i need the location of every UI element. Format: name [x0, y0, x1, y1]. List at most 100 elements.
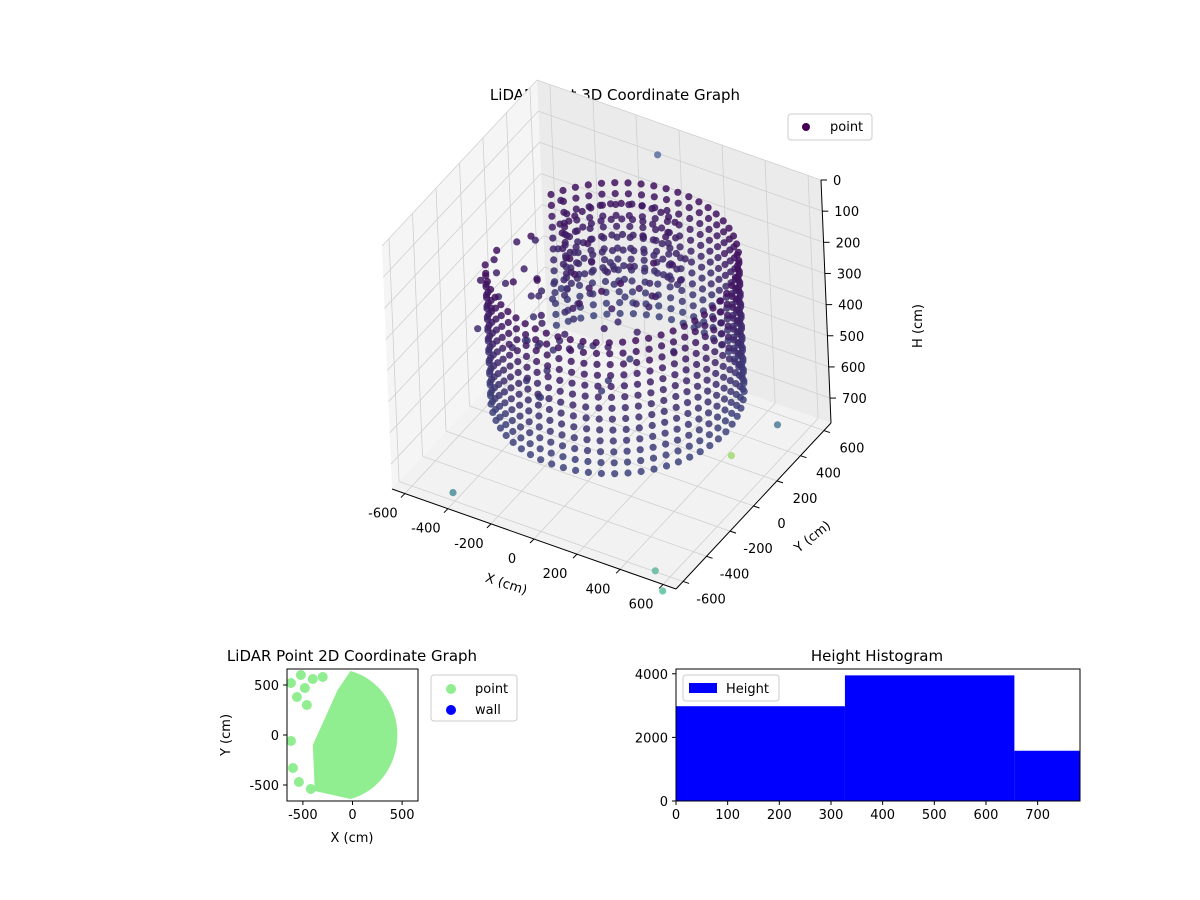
- point-3d: [506, 351, 514, 359]
- point-3d: [689, 291, 697, 299]
- point-3d: [649, 432, 657, 440]
- point-3d: [633, 369, 641, 377]
- point-3d: [669, 338, 678, 346]
- point-3d: [483, 277, 491, 286]
- point-3d: [555, 365, 563, 374]
- point-3d: [720, 373, 728, 381]
- point-3d: [681, 344, 689, 352]
- point-3d: [709, 315, 718, 323]
- point-3d: [491, 293, 499, 301]
- point-3d: [596, 201, 604, 209]
- point-3d: [561, 308, 569, 316]
- point-3d: [623, 447, 631, 455]
- point-3d: [673, 414, 681, 422]
- point-3d: [501, 279, 510, 287]
- point-3d: [616, 309, 624, 318]
- point-3d: [718, 330, 726, 338]
- point-3d: [583, 425, 591, 433]
- histogram-ticks: 0 100 200 300 400 500 600 700 0 2000 4000: [635, 668, 1050, 823]
- point-3d: [662, 451, 670, 459]
- y-tick: [682, 580, 690, 584]
- point-3d: [593, 371, 602, 379]
- point-3d: [552, 321, 561, 329]
- point-3d: [559, 245, 567, 253]
- point-3d: [619, 246, 627, 254]
- point-3d: [658, 342, 666, 350]
- point-3d: [598, 248, 606, 256]
- point-3d: [569, 401, 577, 409]
- h-tick-label: 0: [833, 174, 841, 189]
- point-3d: [646, 378, 655, 386]
- y-tick-label: -500: [249, 779, 279, 794]
- point-3d: [720, 228, 728, 236]
- point-3d: [652, 226, 660, 234]
- grid-line-y: [445, 430, 731, 532]
- point-3d: [556, 376, 564, 384]
- point-3d: [692, 349, 700, 358]
- point-3d: [734, 265, 742, 273]
- point-3d: [724, 333, 733, 341]
- point-3d: [733, 401, 741, 409]
- y-tick: [776, 480, 784, 484]
- point-3d: [650, 251, 658, 259]
- point-3d: [505, 329, 513, 337]
- point-3d: [682, 366, 690, 374]
- point-3d: [730, 325, 738, 333]
- point-3d: [655, 313, 663, 321]
- point-3d: [704, 409, 713, 417]
- point-3d: [559, 186, 567, 195]
- point-3d: [617, 279, 625, 288]
- point-3d: [640, 256, 648, 264]
- x-tick: [658, 584, 664, 589]
- point-3d: [561, 291, 569, 299]
- point-3d: [674, 447, 682, 455]
- point-3d: [674, 199, 682, 207]
- point-3d: [641, 264, 649, 272]
- point-3d: [581, 270, 589, 278]
- point-3d: [552, 310, 560, 318]
- point-3d: [506, 362, 514, 370]
- point-3d: [504, 318, 512, 327]
- point-3d: [496, 402, 504, 410]
- point-3d: [543, 351, 551, 359]
- point-3d: [635, 284, 643, 293]
- point-3d: [717, 308, 725, 316]
- point-3d: [579, 337, 587, 346]
- point-3d: [720, 250, 729, 258]
- point-3d: [487, 285, 495, 294]
- point-3d: [575, 281, 584, 289]
- point-3d: [636, 435, 644, 443]
- point-3d: [476, 276, 485, 284]
- x-tick: [529, 538, 535, 544]
- point-3d: [616, 299, 624, 307]
- point-3d: [684, 420, 693, 428]
- point-3d: [558, 229, 566, 237]
- point-3d: [682, 355, 690, 363]
- point-3d: [649, 236, 657, 244]
- point-3d: [580, 370, 588, 378]
- x-tick-label: 200: [767, 808, 792, 823]
- point-3d: [694, 404, 703, 412]
- point-3d-outlier: [654, 151, 662, 159]
- point-3d: [673, 436, 682, 444]
- point-3d: [513, 347, 521, 355]
- point-3d: [608, 305, 616, 313]
- point-3d: [513, 336, 521, 344]
- point-3d: [597, 179, 606, 187]
- point-3d: [696, 220, 704, 228]
- point-3d: [728, 292, 736, 300]
- point-3d: [535, 412, 543, 420]
- point-3d: [713, 413, 722, 421]
- point-3d: [726, 366, 734, 374]
- point-3d: [705, 236, 714, 244]
- point-3d: [567, 357, 575, 365]
- point-3d: [605, 339, 613, 347]
- point-3d: [580, 359, 588, 367]
- point-3d: [482, 269, 490, 277]
- point-3d: [544, 373, 552, 381]
- point-3d: [667, 316, 676, 324]
- point-2d: [317, 672, 328, 682]
- x-tick-label: 500: [390, 808, 415, 823]
- point-2d-cluster: [312, 671, 398, 799]
